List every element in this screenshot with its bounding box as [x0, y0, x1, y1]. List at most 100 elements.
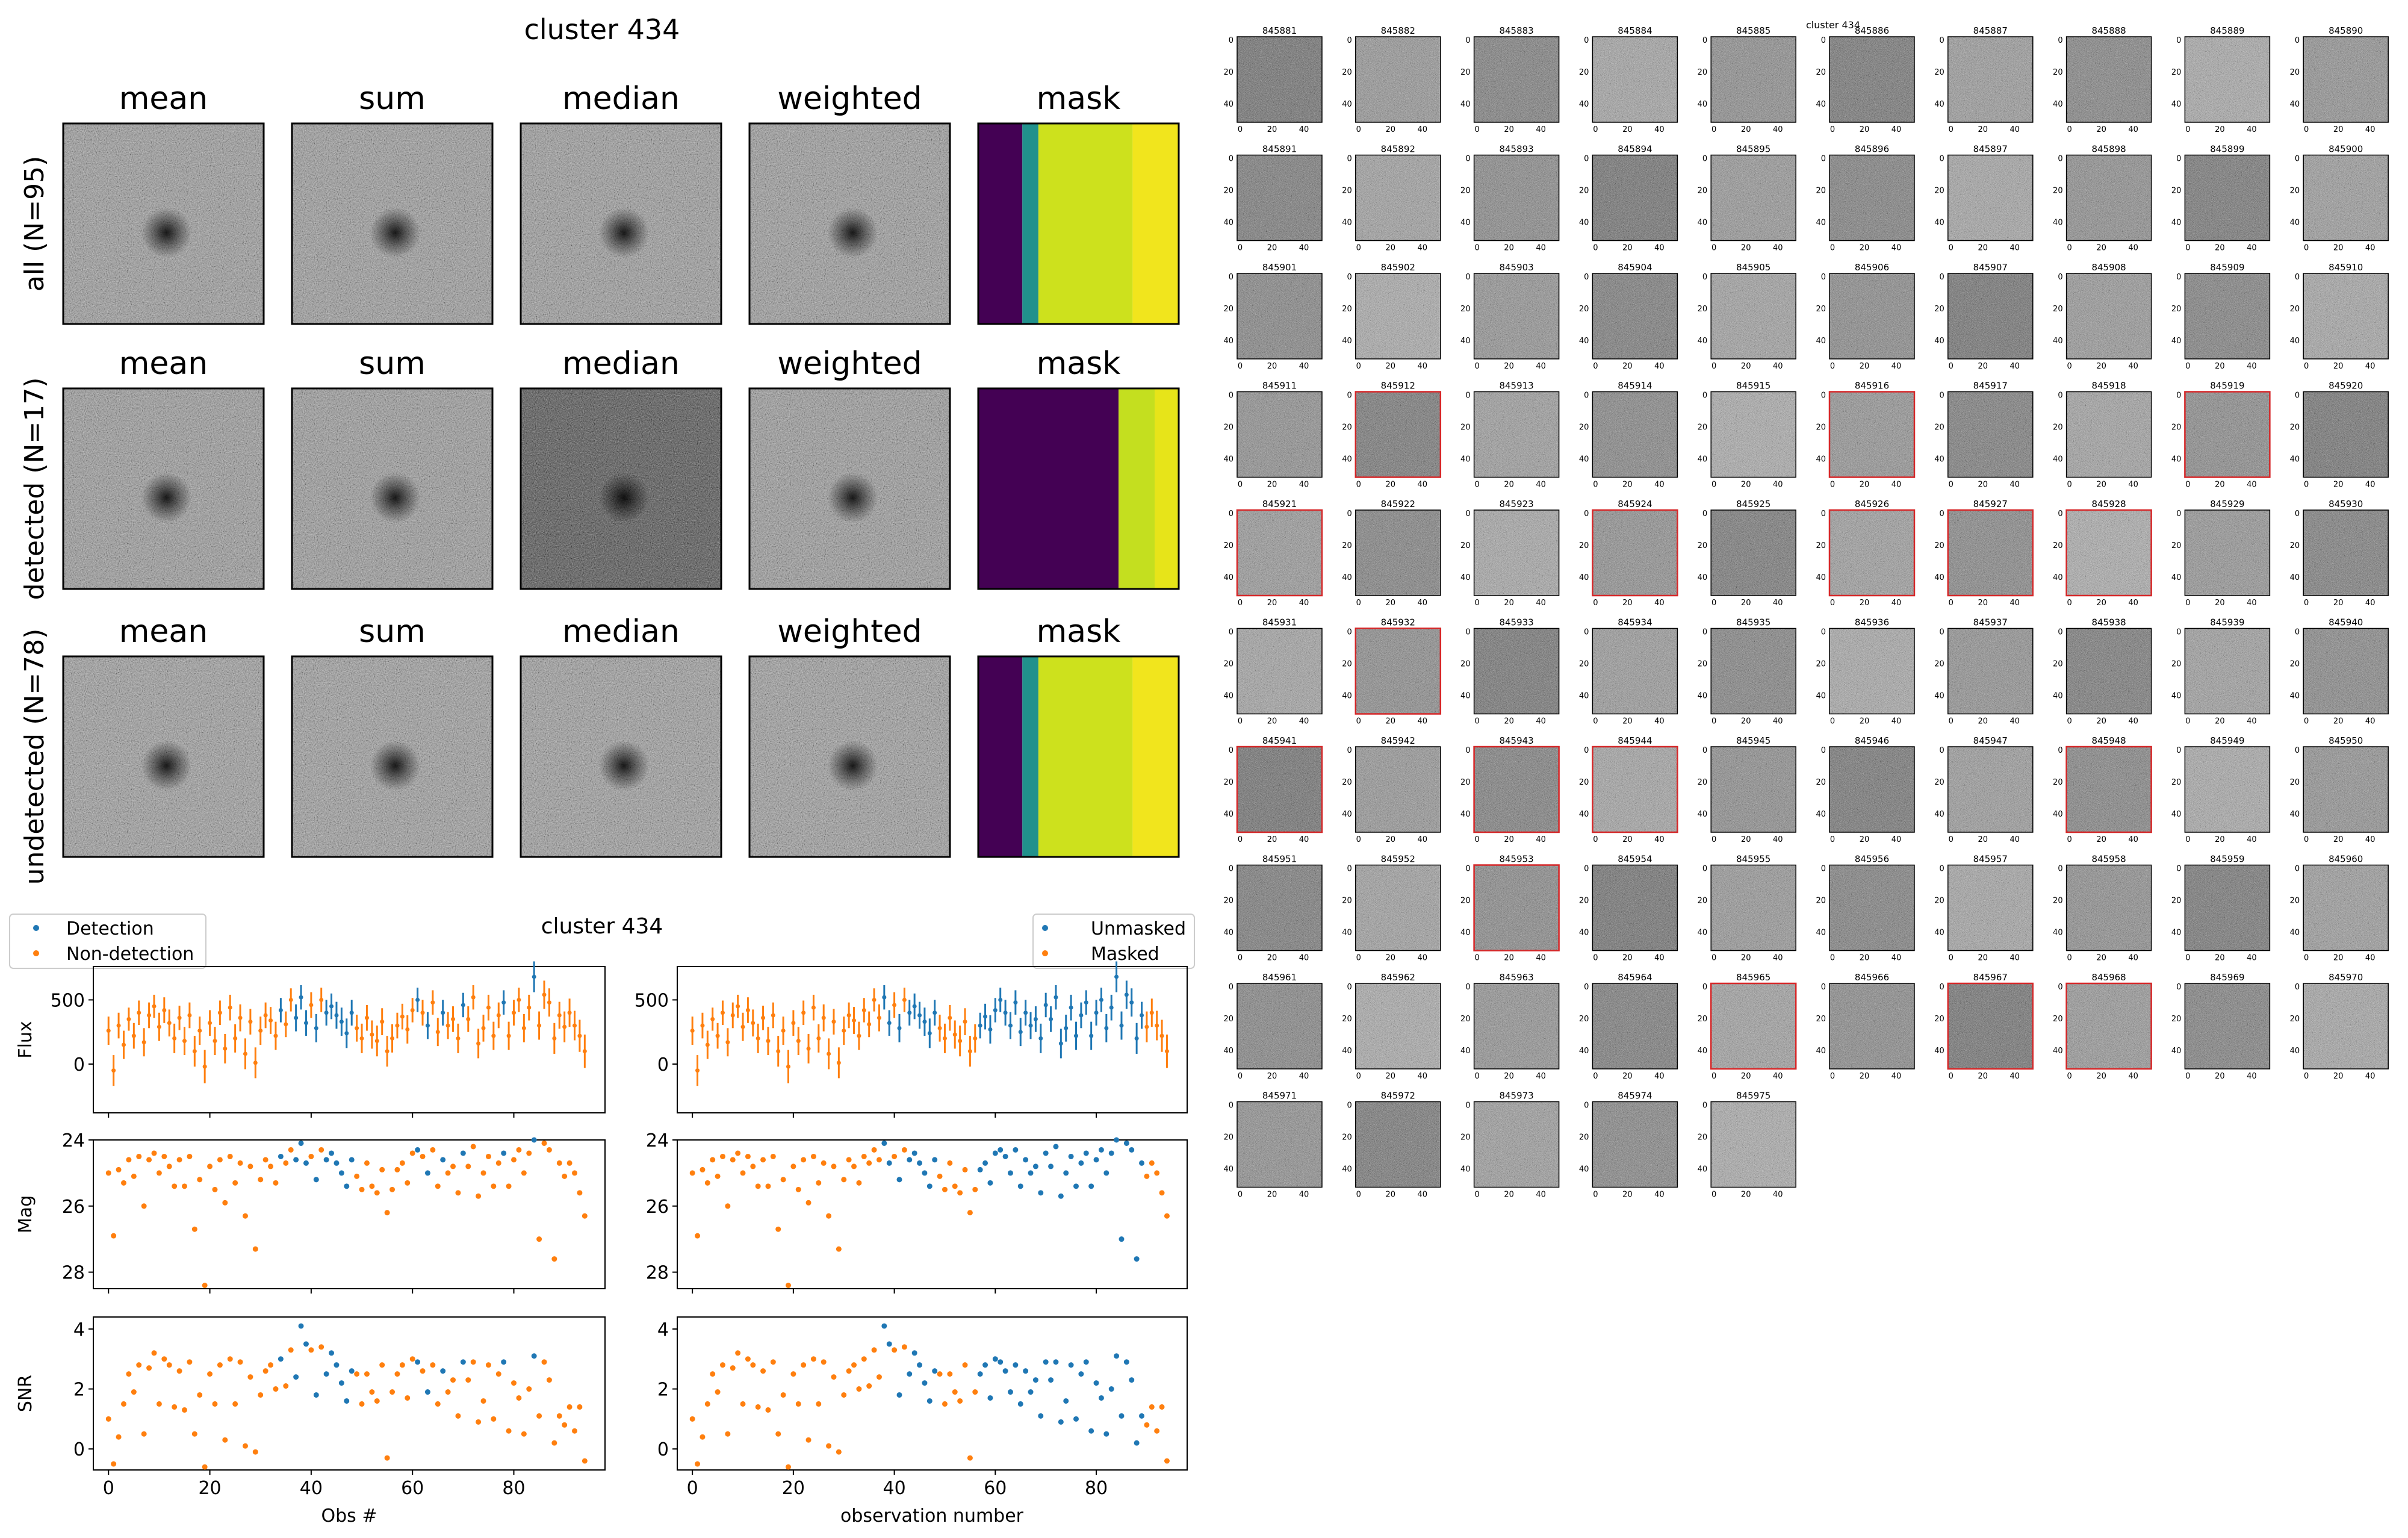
cutout-frame — [1829, 983, 1915, 1069]
cutout-noise — [1355, 747, 1441, 832]
cutout-ytick: 20 — [2053, 541, 2063, 550]
mag-point — [450, 1163, 456, 1169]
cutout-xtick: 20 — [1860, 599, 1870, 608]
cutout-frame — [1710, 154, 1796, 241]
cutout-ytick: 40 — [1223, 929, 1233, 938]
stack-image-frame — [748, 655, 951, 858]
flux-point — [329, 1004, 334, 1009]
flux-point — [238, 1015, 243, 1020]
cutout-xtick: 40 — [1299, 717, 1309, 726]
cutout-ytick: 0 — [1702, 509, 1707, 518]
cutout-xtick: 40 — [1418, 1191, 1428, 1200]
snr-point — [420, 1368, 426, 1374]
cutout-ytick: 0 — [1940, 865, 1944, 874]
cutout-xtick: 40 — [2010, 954, 2020, 963]
flux-point — [410, 1007, 415, 1012]
cutout-xtick: 20 — [1741, 717, 1751, 726]
cutout-xtick: 0 — [1238, 244, 1243, 253]
snr-point — [430, 1362, 436, 1368]
snr-point — [826, 1443, 832, 1449]
x-tick-label: 40 — [883, 1478, 906, 1499]
cutout-label: 845897 — [1973, 144, 2008, 155]
mag-point — [987, 1180, 993, 1186]
cutout-frame — [1355, 983, 1441, 1069]
snr-point — [176, 1368, 182, 1374]
snr-point — [237, 1359, 243, 1365]
cutout-label: 845937 — [1973, 617, 2008, 628]
snr-point — [172, 1404, 178, 1410]
cutout-noise — [1711, 37, 1796, 122]
cutout-label: 845910 — [2329, 262, 2363, 273]
cutout-frame — [1473, 273, 1560, 360]
x-tick-label: 60 — [984, 1478, 1007, 1499]
cutout-frame-flagged — [2065, 746, 2152, 833]
cutout-xtick: 0 — [1830, 244, 1835, 253]
flux-point — [344, 1031, 349, 1036]
snr-point — [780, 1392, 786, 1398]
cutout-xtick: 40 — [1773, 481, 1783, 490]
cutout-ytick: 40 — [2053, 1047, 2063, 1056]
cutout-ytick: 20 — [1460, 897, 1471, 906]
cutout-label: 845899 — [2210, 144, 2244, 155]
cutout-ytick: 20 — [1460, 1133, 1471, 1142]
mag-point — [695, 1233, 701, 1239]
stack-col-label-mean: mean — [119, 614, 208, 650]
cutout-xtick: 20 — [1741, 1191, 1751, 1200]
cutout-ytick: 0 — [2176, 509, 2181, 518]
cutout-ytick: 20 — [2290, 1015, 2300, 1024]
mag-point — [1013, 1147, 1019, 1153]
mag-point — [1083, 1150, 1089, 1156]
mask-band — [1132, 123, 1179, 324]
cutout-ytick: 40 — [2290, 455, 2300, 464]
cutout-ytick: 40 — [2171, 929, 2182, 938]
cutout-ytick: 20 — [1460, 778, 1471, 787]
cutout-noise — [2303, 983, 2389, 1069]
cutout-noise — [2185, 37, 2270, 122]
cutout-frame — [1829, 154, 1915, 241]
cutout-xtick: 0 — [2185, 599, 2190, 608]
cutout-xtick: 0 — [1238, 717, 1243, 726]
cutout-ytick: 40 — [1223, 810, 1233, 819]
cutout-ytick: 0 — [1347, 746, 1352, 755]
cutout-xtick: 20 — [1978, 599, 1988, 608]
flux-point — [537, 1023, 542, 1028]
snr-point — [531, 1353, 537, 1359]
cutout-label: 845962 — [1381, 972, 1415, 983]
stack-row-3: undetected (N=78) mean sum median weighted ma… — [19, 614, 1180, 885]
cutout-xtick: 40 — [1299, 125, 1309, 134]
flux-point — [501, 1000, 506, 1005]
flux-point — [801, 1010, 806, 1015]
cutout-ytick: 20 — [2053, 1015, 2063, 1024]
stack-row-2: detected (N=17)mean sum median weighted mask — [19, 346, 1180, 600]
cutout-frame — [1710, 36, 1796, 123]
cutout-ytick: 20 — [1579, 187, 1589, 196]
cutout-ytick: 20 — [1460, 68, 1471, 77]
cutout-noise — [1592, 1101, 1678, 1188]
snr-point — [329, 1350, 335, 1356]
flux-point — [836, 1060, 841, 1065]
cutout-label: 845963 — [1499, 972, 1533, 983]
cutout-xtick: 40 — [2128, 835, 2138, 844]
cutout-ytick: 0 — [1702, 391, 1707, 400]
cutout-xtick: 40 — [2010, 717, 2020, 726]
stack-col-label-weighted: weighted — [777, 614, 922, 650]
cutout-noise — [1237, 510, 1322, 596]
cutout-ytick: 20 — [2290, 68, 2300, 77]
snr-point — [901, 1344, 907, 1350]
snr-point — [556, 1413, 562, 1419]
cutout-ytick: 0 — [1465, 1101, 1470, 1110]
snr-point — [866, 1383, 872, 1389]
cutout-label: 845893 — [1499, 144, 1533, 155]
cutout-xtick: 20 — [1267, 481, 1277, 490]
stack-row-1: all (N=95)mean sum median weighted mask — [19, 81, 1180, 325]
cutout-xtick: 0 — [1474, 244, 1479, 253]
snr-point — [541, 1359, 547, 1365]
